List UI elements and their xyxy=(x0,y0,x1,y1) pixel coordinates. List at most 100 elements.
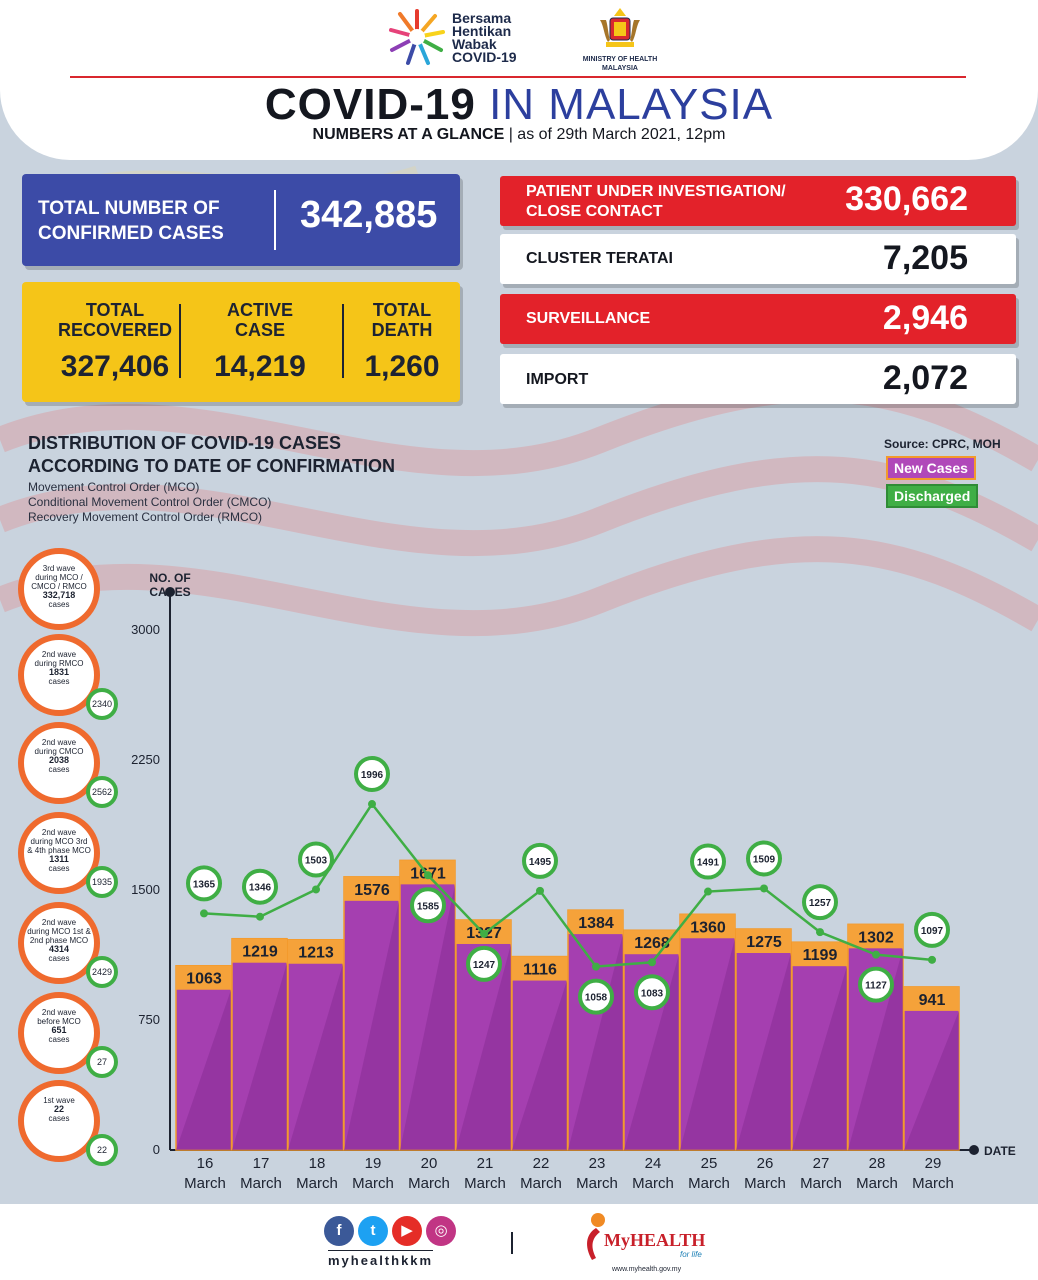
social-links: f t ▶ ◎ xyxy=(324,1216,464,1252)
mco-line-1: Movement Control Order (MCO) xyxy=(28,480,200,494)
title-rest: IN MALAYSIA xyxy=(489,80,774,129)
discharged-point xyxy=(760,884,768,893)
bar-label-band xyxy=(176,965,231,990)
bar-label-band xyxy=(232,938,287,963)
category-row-import: IMPORT 2,072 xyxy=(500,354,1016,404)
distribution-title: DISTRIBUTION OF COVID-19 CASES ACCORDING… xyxy=(28,432,395,478)
pui-label-1: PATIENT UNDER INVESTIGATION/ xyxy=(526,183,786,200)
wave-label: 1st wave xyxy=(43,1096,75,1105)
discharged-badge xyxy=(466,945,502,982)
wave-label: during MCO 3rd xyxy=(30,837,88,846)
bar-shade xyxy=(848,948,903,1150)
y-axis-label: NO. OF xyxy=(149,571,190,585)
y-axis-end-dot xyxy=(165,587,175,597)
bar-shade xyxy=(344,900,399,1150)
category-row-teratai: CLUSTER TERATAI 7,205 xyxy=(500,234,1016,284)
ministry-line-1: MINISTRY OF HEALTH xyxy=(582,56,658,63)
bar-shade xyxy=(624,954,679,1150)
discharged-label: 1365 xyxy=(193,879,216,890)
wave-discharged-badge: 22 xyxy=(86,1134,118,1166)
y-tick-label: 2250 xyxy=(131,752,160,767)
campaign-line-3: Wabak xyxy=(452,36,497,52)
bar-label-band xyxy=(848,924,903,949)
discharged-badge xyxy=(634,974,670,1011)
instagram-icon[interactable]: ◎ xyxy=(426,1216,456,1246)
facebook-icon[interactable]: f xyxy=(324,1216,354,1246)
wave-value: 22 xyxy=(53,1104,64,1114)
confirmed-divider xyxy=(274,190,276,250)
x-tick-day: 16 xyxy=(197,1155,214,1172)
discharged-badge xyxy=(354,756,390,793)
bar-shade xyxy=(456,943,511,1150)
x-tick-month: March xyxy=(856,1175,898,1192)
x-tick-day: 19 xyxy=(365,1155,382,1172)
new-cases-label: 1302 xyxy=(858,929,894,946)
new-cases-label: 1275 xyxy=(746,934,782,951)
wave-discharged-badge: 2562 xyxy=(86,776,118,808)
discharged-point xyxy=(704,887,712,896)
discharged-point xyxy=(816,928,824,937)
new-cases-label: 1063 xyxy=(186,971,222,988)
wave-value: 4314 xyxy=(48,944,70,954)
x-tick-month: March xyxy=(184,1175,226,1192)
twitter-icon[interactable]: t xyxy=(358,1216,388,1246)
wave-circle: 2nd wave during RMCO 1831 cases xyxy=(18,634,100,716)
discharged-label: 1083 xyxy=(641,988,664,999)
header-divider xyxy=(70,76,966,78)
x-tick-day: 27 xyxy=(813,1155,830,1172)
bar-shade xyxy=(792,966,847,1150)
x-tick-month: March xyxy=(632,1175,674,1192)
wave-label: 2nd wave xyxy=(41,918,77,927)
surveillance-value: 2,946 xyxy=(882,299,968,337)
wave-circle: 2nd wave during MCO 1st & 2nd phase MCO 431… xyxy=(18,902,100,984)
wave-label: 3rd wave xyxy=(42,564,76,573)
mco-legend: Movement Control Order (MCO) Conditional… xyxy=(28,480,271,525)
outcome-card: TOTAL RECOVERED 327,406 ACTIVE CASE 14,2… xyxy=(22,282,460,402)
x-tick-month: March xyxy=(800,1175,842,1192)
subtitle-date: | as of 29th March 2021, 12pm xyxy=(508,126,726,143)
x-tick-month: March xyxy=(240,1175,282,1192)
myhealth-url: www.myhealth.gov.my xyxy=(612,1266,682,1273)
discharged-line xyxy=(203,801,933,968)
wave-label: during MCO / xyxy=(35,573,83,582)
death-block: TOTAL DEATH 1,260 xyxy=(352,300,452,384)
discharged-badge xyxy=(690,843,726,880)
page-subtitle: NUMBERS AT A GLANCE | as of 29th March 2… xyxy=(0,126,1038,144)
y-tick-label: 750 xyxy=(138,1012,160,1027)
wave-unit: cases xyxy=(48,954,70,963)
bar-shade xyxy=(288,963,343,1150)
pui-value: 330,662 xyxy=(845,180,968,218)
x-tick-day: 22 xyxy=(533,1155,550,1172)
discharged-badge xyxy=(522,842,558,879)
discharged-point xyxy=(536,886,544,895)
wave-unit: cases xyxy=(48,1114,70,1123)
x-tick-day: 21 xyxy=(477,1155,494,1172)
bar-shade xyxy=(904,1010,959,1150)
x-tick-day: 17 xyxy=(253,1155,270,1172)
discharged-badge xyxy=(914,911,950,948)
outcome-divider-1 xyxy=(179,304,181,378)
mco-line-3: Recovery Movement Control Order (RMCO) xyxy=(28,510,263,524)
discharged-point xyxy=(368,800,376,809)
x-tick-month: March xyxy=(520,1175,562,1192)
youtube-icon[interactable]: ▶ xyxy=(392,1216,422,1246)
discharged-point xyxy=(648,958,656,967)
legend-discharged: Discharged xyxy=(886,484,979,508)
bar-shade xyxy=(680,938,735,1150)
wave-label: 2nd wave xyxy=(41,1008,77,1017)
discharged-label: 1127 xyxy=(865,981,887,992)
wave-unit: cases xyxy=(48,864,70,873)
discharged-label: 1509 xyxy=(753,854,776,865)
x-tick-day: 29 xyxy=(925,1155,942,1172)
discharged-badge xyxy=(410,887,446,924)
myhealth-logo: MyHEALTH for life www.myhealth.gov.my xyxy=(582,1212,722,1273)
x-tick-month: March xyxy=(408,1175,450,1192)
discharged-label: 1247 xyxy=(473,960,496,971)
discharged-point xyxy=(200,909,208,918)
x-tick-day: 18 xyxy=(309,1155,326,1172)
wave-value: 332,718 xyxy=(42,590,76,600)
wave-discharged-badge: 27 xyxy=(86,1046,118,1078)
y-tick-label: 3000 xyxy=(131,622,160,637)
bar-shade xyxy=(736,953,791,1150)
wave-label: CMCO / RMCO xyxy=(31,582,87,591)
